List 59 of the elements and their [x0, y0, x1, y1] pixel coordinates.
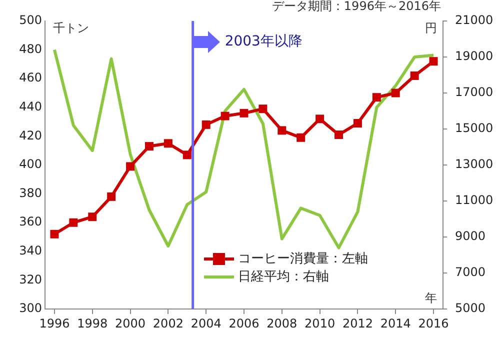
y2-tick-label: 17000	[455, 85, 494, 100]
point	[334, 130, 344, 140]
point	[240, 108, 248, 118]
x-tick-label: 2002	[152, 316, 184, 330]
legend-label: 日経平均：右軸	[238, 269, 329, 284]
x-tick-label: 1998	[77, 316, 108, 330]
y-tick-label: 360	[19, 214, 42, 229]
point	[296, 133, 306, 142]
y-tick-label: 420	[19, 128, 42, 142]
x-tick-label: 1996	[39, 316, 70, 330]
y2-tick-label: 5000	[455, 301, 486, 316]
y-tick-label: 500	[19, 13, 42, 28]
x-tick-label: 2014	[380, 316, 411, 330]
y2-tick-label: 7000	[455, 265, 486, 280]
y2-tick-label: 15000	[455, 121, 494, 136]
y2-tick-label: 11000	[455, 193, 494, 208]
y-tick-label: 300	[19, 301, 42, 316]
y-tick-label: 480	[19, 42, 42, 56]
point	[69, 218, 78, 227]
y-axis-title: 千トン	[53, 21, 89, 36]
point	[182, 150, 192, 160]
point	[391, 88, 400, 98]
x-tick-label: 2008	[266, 316, 298, 330]
y-tick-label: 400	[19, 157, 42, 172]
text: データ期間：1996年～2016年	[272, 0, 441, 14]
point	[258, 104, 268, 114]
point	[220, 112, 230, 120]
point	[202, 120, 210, 129]
y2-tick-label: 9000	[455, 229, 486, 244]
y2-axis-title: 円	[425, 21, 437, 36]
point	[316, 114, 324, 124]
x-tick-label: 2000	[115, 316, 146, 330]
point	[410, 71, 419, 80]
x-axis-title: 年	[425, 291, 437, 306]
y2-tick-label: 19000	[455, 49, 494, 64]
x-tick-label: 2006	[228, 316, 260, 330]
x-tick-label: 2016	[418, 316, 449, 330]
point	[353, 119, 362, 128]
ref-line-label: 2003年以降	[224, 34, 302, 50]
point	[164, 139, 172, 148]
x-tick-label: 2010	[304, 316, 336, 330]
y-tick-label: 340	[19, 244, 42, 258]
point	[144, 142, 154, 151]
point	[50, 230, 59, 238]
point	[107, 192, 116, 201]
point	[278, 126, 286, 135]
y-tick-label: 460	[19, 70, 42, 85]
y-tick-label: 440	[19, 100, 42, 114]
x-tick-label: 2012	[342, 316, 373, 330]
point	[429, 57, 438, 66]
y2-tick-label: 13000	[455, 157, 494, 172]
y2-tick-label: 21000	[455, 13, 494, 28]
point	[126, 162, 135, 171]
legend-label: コーヒー消費量：左軸	[238, 251, 368, 266]
point	[88, 212, 97, 222]
x-tick-label: 2004	[190, 316, 222, 330]
y-tick-label: 320	[19, 272, 42, 286]
y-tick-label: 380	[19, 186, 42, 200]
point	[372, 93, 381, 102]
